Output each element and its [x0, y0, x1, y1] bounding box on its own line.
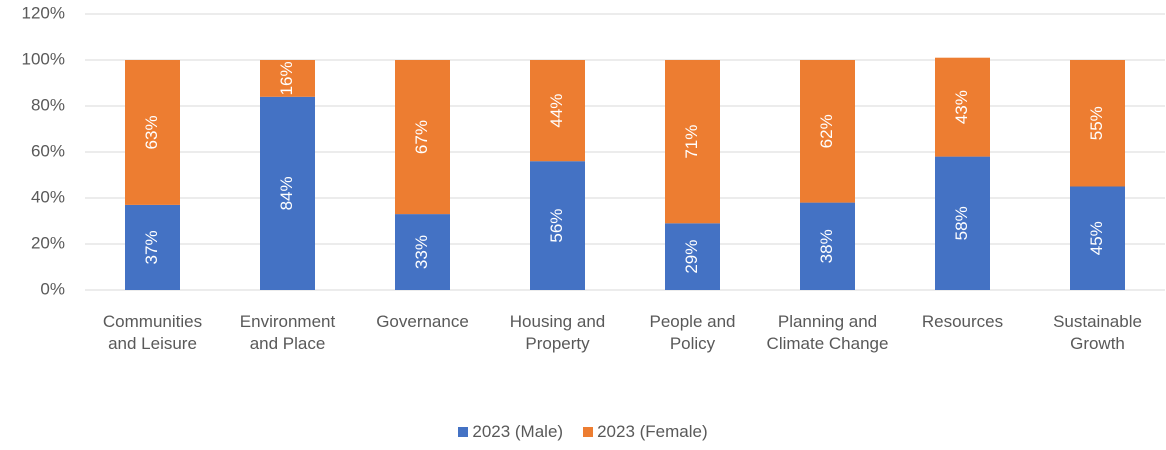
y-tick-label: 0%	[40, 279, 65, 298]
bar-segment	[800, 202, 855, 290]
data-label: 63%	[142, 115, 161, 149]
data-label: 56%	[547, 209, 566, 243]
bar-segment	[665, 60, 720, 224]
bar-segment	[125, 204, 180, 290]
x-tick-label: People and Policy	[649, 312, 736, 353]
bar-segment	[260, 60, 315, 97]
x-tick-label: Resources	[921, 312, 1004, 331]
data-label: 62%	[817, 114, 836, 148]
bar-segment	[935, 156, 990, 290]
y-tick-label: 100%	[22, 49, 65, 68]
data-label: 71%	[682, 125, 701, 159]
x-tick-label: Communities and Leisure	[102, 312, 203, 353]
legend: 2023 (Male) 2023 (Female)	[0, 422, 1166, 442]
x-tick-label: Sustainable Growth	[1053, 312, 1142, 353]
x-tick-label: Housing and Property	[509, 312, 606, 353]
legend-item: 2023 (Male)	[458, 422, 563, 442]
y-tick-label: 80%	[31, 95, 65, 114]
bar-segment	[395, 60, 450, 215]
data-label: 84%	[277, 176, 296, 210]
bar-segment	[1070, 60, 1125, 187]
bar-segment	[665, 223, 720, 290]
bar-segment	[530, 60, 585, 162]
legend-swatch	[583, 427, 594, 437]
bar-segment	[125, 60, 180, 205]
bar-segment	[1070, 186, 1125, 290]
bar-segment	[395, 214, 450, 290]
data-label: 29%	[682, 240, 701, 274]
data-label: 37%	[142, 230, 161, 264]
data-label: 43%	[952, 90, 971, 124]
y-tick-label: 120%	[22, 3, 65, 22]
y-tick-label: 60%	[31, 141, 65, 160]
data-label: 38%	[817, 229, 836, 263]
data-label: 33%	[412, 235, 431, 269]
data-label: 55%	[1087, 106, 1106, 140]
data-label: 45%	[1087, 221, 1106, 255]
data-label: 16%	[277, 61, 296, 95]
bar-segment	[935, 57, 990, 157]
data-label: 58%	[952, 206, 971, 240]
x-tick-label: Planning and Climate Change	[766, 312, 889, 353]
legend-label: 2023 (Female)	[597, 422, 708, 441]
bar-segment	[530, 161, 585, 290]
bar-segment	[800, 60, 855, 203]
x-tick-label: Environment and Place	[239, 312, 336, 353]
x-tick-label: Governance	[376, 312, 469, 331]
legend-swatch	[458, 427, 469, 437]
bar-segment	[260, 96, 315, 290]
data-label: 44%	[547, 94, 566, 128]
legend-item: 2023 (Female)	[583, 422, 708, 442]
data-label: 67%	[412, 120, 431, 154]
y-tick-label: 40%	[31, 187, 65, 206]
y-tick-label: 20%	[31, 233, 65, 252]
legend-label: 2023 (Male)	[472, 422, 564, 441]
